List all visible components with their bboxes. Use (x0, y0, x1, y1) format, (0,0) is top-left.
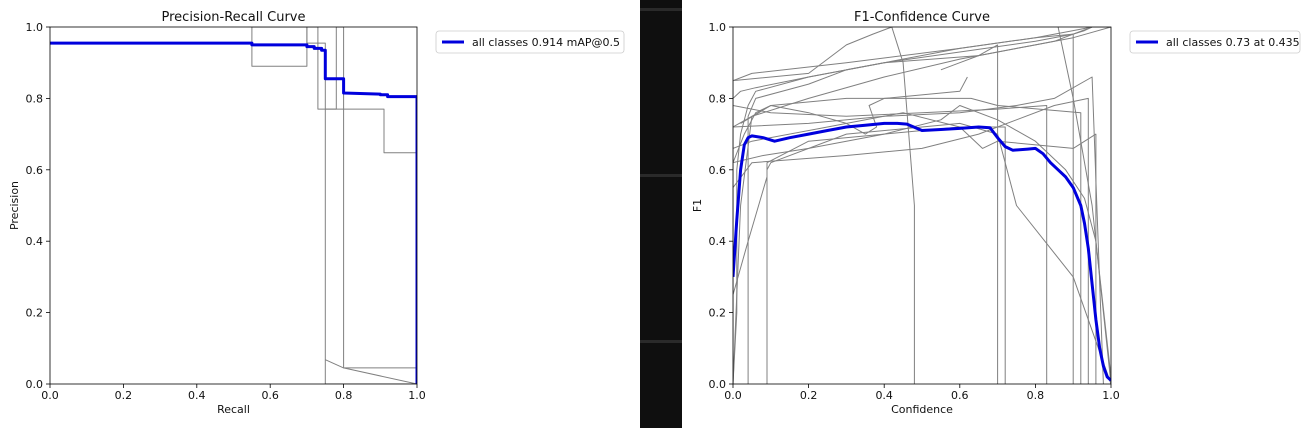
series-line-class (733, 97, 1089, 384)
series-group (733, 27, 1111, 384)
y-tick-label: 0.8 (26, 92, 44, 105)
x-tick-label: 0.8 (335, 389, 353, 402)
series-line-class (733, 27, 915, 384)
x-tick-label: 0.0 (41, 389, 59, 402)
series-line-class (740, 97, 1082, 384)
y-tick-label: 0.0 (709, 378, 727, 391)
series-line-class (733, 105, 772, 384)
y-tick-label: 1.0 (26, 21, 44, 34)
x-tick-label: 1.0 (408, 389, 426, 402)
legend-label: all classes 0.73 at 0.435 (1166, 36, 1300, 49)
x-tick-label: 0.2 (800, 389, 818, 402)
y-tick-label: 0.6 (26, 164, 44, 177)
series-line-class (325, 359, 417, 384)
series-line-class (940, 27, 1111, 71)
legend: all classes 0.73 at 0.435 (1129, 30, 1301, 54)
y-tick-label: 0.8 (709, 92, 727, 105)
divider-mark (640, 8, 682, 11)
x-tick-label: 0.6 (951, 389, 969, 402)
series-line-class (733, 44, 999, 384)
precision-recall-chart: Precision-Recall Curve 0.0 0.2 0.4 0.6 0.8 1.0… (8, 10, 625, 416)
x-tick-label: 0.6 (261, 389, 279, 402)
x-tick-label: 0.8 (1027, 389, 1045, 402)
legend-box (1129, 30, 1301, 54)
series-line-class (733, 76, 1104, 384)
series-line-class (733, 76, 968, 163)
divider-mark (640, 340, 682, 343)
legend-box (435, 30, 625, 54)
y-tick-label: 0.2 (709, 307, 727, 320)
x-axis-label: Recall (217, 403, 250, 416)
y-tick-label: 0.0 (26, 378, 44, 391)
series-line-class (766, 122, 1111, 384)
x-tick-label: 0.2 (115, 389, 133, 402)
series-line-class (733, 126, 1006, 384)
y-tick-label: 0.2 (26, 307, 44, 320)
series-group (50, 27, 417, 384)
legend-label: all classes 0.914 mAP@0.5 (472, 36, 620, 49)
x-tick-label: 0.4 (188, 389, 206, 402)
chart-title: Precision-Recall Curve (162, 10, 306, 25)
y-axis-label: Precision (8, 181, 21, 230)
panel-divider (640, 0, 682, 428)
left-chart-panel: Precision-Recall Curve 0.0 0.2 0.4 0.6 0.8 1.0… (0, 0, 640, 428)
y-tick-label: 0.4 (26, 235, 44, 248)
series-line-class (325, 108, 417, 384)
x-tick-label: 0.4 (875, 389, 893, 402)
plot-frame (49, 26, 418, 385)
divider-mark (640, 174, 682, 177)
series-line-class (251, 27, 417, 384)
series-line-class (733, 112, 1097, 384)
plot-frame (732, 26, 1112, 385)
series-line-class (1057, 27, 1111, 384)
series-line-class (747, 27, 1111, 384)
x-tick-label: 0.0 (724, 389, 742, 402)
y-tick-label: 0.4 (709, 235, 727, 248)
series-line-all-classes (50, 41, 417, 384)
legend: all classes 0.914 mAP@0.5 (435, 30, 625, 54)
series-line-class (733, 105, 1048, 384)
y-tick-label: 1.0 (709, 21, 727, 34)
x-tick-label: 1.0 (1102, 389, 1120, 402)
series-line-class (733, 105, 1111, 377)
series-line-class (50, 27, 417, 384)
y-tick-label: 0.6 (709, 164, 727, 177)
x-axis-label: Confidence (891, 403, 953, 416)
chart-title: F1-Confidence Curve (854, 10, 990, 25)
right-chart-panel: F1-Confidence Curve 0.0 0.2 0.4 0.6 0.8 1.0 0.0… (682, 0, 1309, 428)
f1-confidence-chart: F1-Confidence Curve 0.0 0.2 0.4 0.6 0.8 1.0 0.0… (691, 10, 1301, 416)
series-line-all-classes (733, 121, 1111, 382)
series-line-class (733, 33, 1074, 384)
y-axis-label: F1 (691, 199, 704, 212)
